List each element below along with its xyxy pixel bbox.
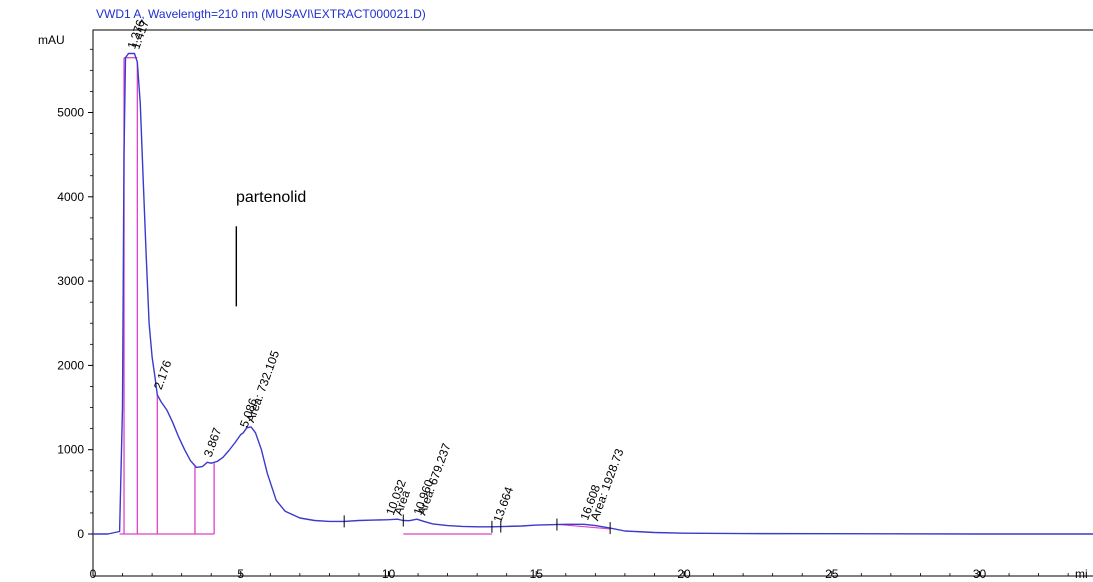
x-tick-label: 25 xyxy=(825,567,839,581)
y-tick-label: 4000 xyxy=(57,190,84,204)
x-tick-label: 15 xyxy=(530,567,544,581)
integration-baseline xyxy=(556,523,611,530)
plot-frame xyxy=(92,29,1093,577)
x-tick-label: 5 xyxy=(237,567,244,581)
y-axis-unit-label: mAU xyxy=(38,33,65,47)
peak-label: 2.176 xyxy=(151,358,175,391)
y-tick-label: 5000 xyxy=(57,106,84,120)
y-tick-label: 3000 xyxy=(57,274,84,288)
y-tick-label: 1000 xyxy=(57,443,84,457)
x-tick-label: 30 xyxy=(973,567,987,581)
x-tick-label: 20 xyxy=(677,567,691,581)
x-tick-label: 0 xyxy=(90,567,97,581)
peak-label: Area: 732.105 xyxy=(243,348,282,424)
peak-label: Area: 679.237 xyxy=(415,441,454,517)
x-tick-label: 10 xyxy=(382,567,396,581)
chart-title: VWD1 A, Wavelength=210 nm (MUSAVI\EXTRAC… xyxy=(96,7,426,21)
chromatogram-trace xyxy=(93,52,1093,535)
y-tick-label: 2000 xyxy=(57,358,84,372)
peak-label: 3.867 xyxy=(201,426,225,459)
y-tick-label: 0 xyxy=(77,527,84,541)
x-axis-unit-label: mi xyxy=(1075,567,1088,581)
annotation-label: partenolid xyxy=(236,189,307,206)
peak-label: 13.664 xyxy=(490,485,516,525)
